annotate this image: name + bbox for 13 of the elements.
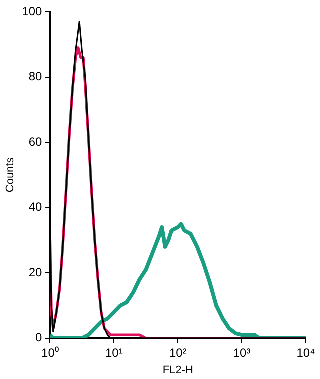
y-tick-label: 20 xyxy=(28,265,43,280)
y-tick-label: 100 xyxy=(22,4,43,18)
x-tick-label: 10¹ xyxy=(105,346,123,360)
x-tick-label: 10² xyxy=(169,346,187,360)
y-tick-label: 0 xyxy=(36,330,43,345)
x-tick-label: 10³ xyxy=(233,346,251,360)
y-tick-label: 40 xyxy=(28,200,43,214)
y-axis-title: Counts xyxy=(4,157,17,193)
x-tick-label: 10⁰ xyxy=(42,346,59,360)
y-tick-label: 80 xyxy=(28,70,43,84)
y-tick-label: 60 xyxy=(28,134,43,149)
x-axis-title: FL2-H xyxy=(162,364,194,376)
x-tick-label: 10⁴ xyxy=(296,346,316,360)
